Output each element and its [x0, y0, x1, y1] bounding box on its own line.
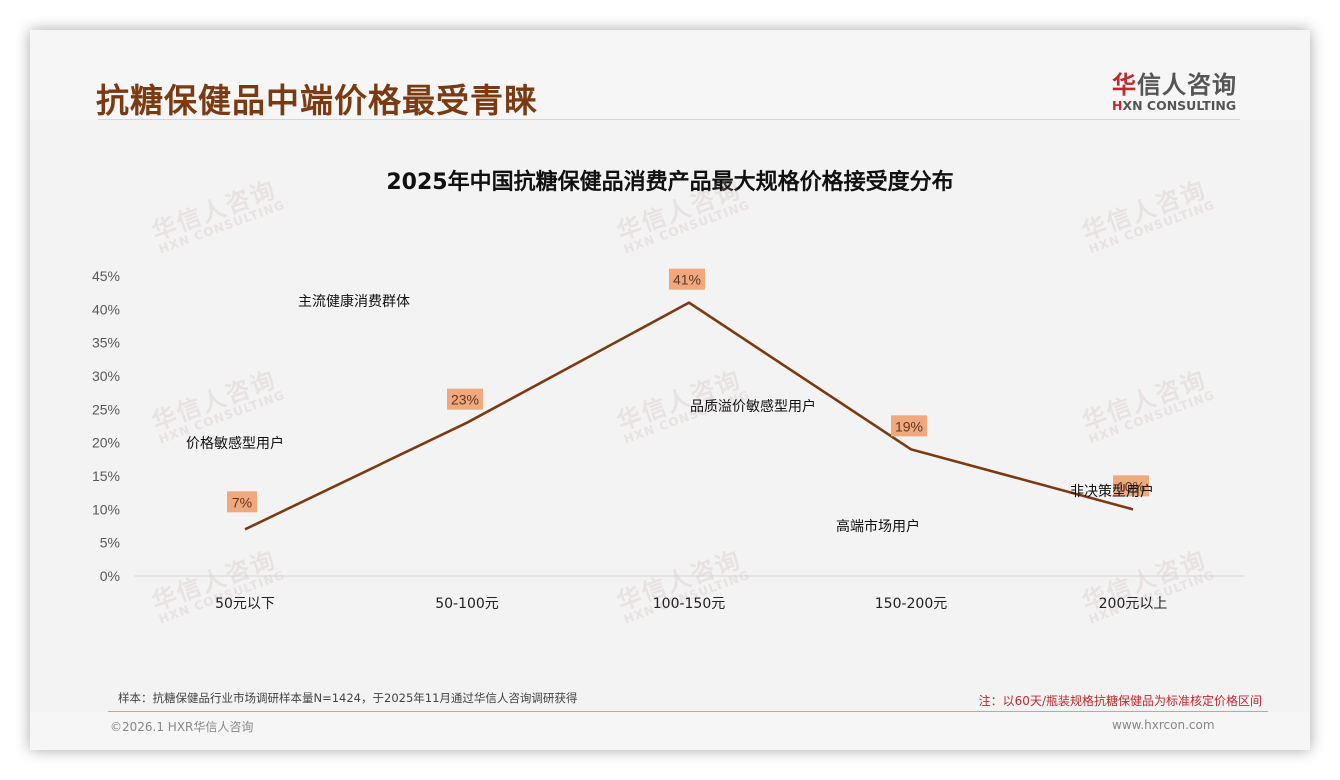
segment-annotation: 价格敏感型用户 [186, 435, 284, 452]
slide: 抗糖保健品中端价格最受青睐 华信人咨询 HXN CONSULTING 2025年… [30, 30, 1310, 750]
y-tick-label: 30% [92, 368, 120, 384]
footer-band [30, 712, 1310, 750]
chart-title: 2025年中国抗糖保健品消费产品最大规格价格接受度分布 [386, 170, 954, 195]
y-tick-label: 25% [92, 401, 120, 417]
sample-source-note: 样本：抗糖保健品行业市场调研样本量N=1424，于2025年11月通过华信人咨询… [118, 691, 578, 705]
footer-divider [108, 711, 1268, 712]
y-tick-label: 15% [92, 468, 120, 484]
header-divider [98, 119, 1240, 120]
x-tick-label: 100-150元 [653, 596, 726, 612]
x-tick-label: 150-200元 [875, 596, 948, 612]
logo-cn: 华信人咨询 [1112, 71, 1237, 99]
segment-annotation: 非决策型用户 [1070, 483, 1154, 500]
y-tick-label: 5% [100, 535, 120, 551]
x-tick-label: 50-100元 [435, 596, 499, 612]
line-chart: 0% 5% 10% 15% 20% 25% 30% 35% 40% 45% 50元以下 50-100元… [92, 268, 1244, 612]
data-label: 10% [1117, 478, 1145, 494]
y-tick-label: 0% [100, 568, 120, 584]
x-tick-label: 50元以下 [215, 596, 275, 612]
copyright-text: ©2026.1 HXR华信人咨询 [110, 720, 254, 734]
data-label-bg [1113, 475, 1149, 497]
data-label: 19% [895, 418, 923, 434]
price-basis-note: 注：以60天/瓶装规格抗糖保健品为标准核定价格区间 [978, 694, 1262, 708]
segment-annotation: 高端市场用户 [836, 518, 920, 535]
x-tick-label: 200元以上 [1099, 596, 1168, 612]
brand-logo: 华信人咨询 HXN CONSULTING [1112, 65, 1242, 113]
website-link[interactable]: www.hxrcon.com [1112, 718, 1215, 732]
page-title: 抗糖保健品中端价格最受青睐 [96, 81, 538, 120]
y-tick-label: 35% [92, 335, 120, 351]
data-label-bg [227, 491, 257, 513]
data-label: 23% [451, 392, 479, 408]
y-tick-label: 10% [92, 501, 120, 517]
header-band [30, 30, 1310, 120]
data-label-bg [669, 268, 705, 290]
data-label-bg [891, 415, 927, 437]
data-label: 7% [232, 494, 252, 510]
y-tick-label: 20% [92, 435, 120, 451]
logo-en: HXN CONSULTING [1112, 98, 1237, 113]
segment-annotation: 主流健康消费群体 [298, 293, 410, 310]
y-tick-label: 45% [92, 268, 120, 284]
data-label-bg [447, 388, 483, 410]
data-label: 41% [673, 272, 701, 288]
data-line [244, 301, 1134, 531]
y-tick-label: 40% [92, 301, 120, 317]
segment-annotation: 品质溢价敏感型用户 [690, 398, 816, 415]
